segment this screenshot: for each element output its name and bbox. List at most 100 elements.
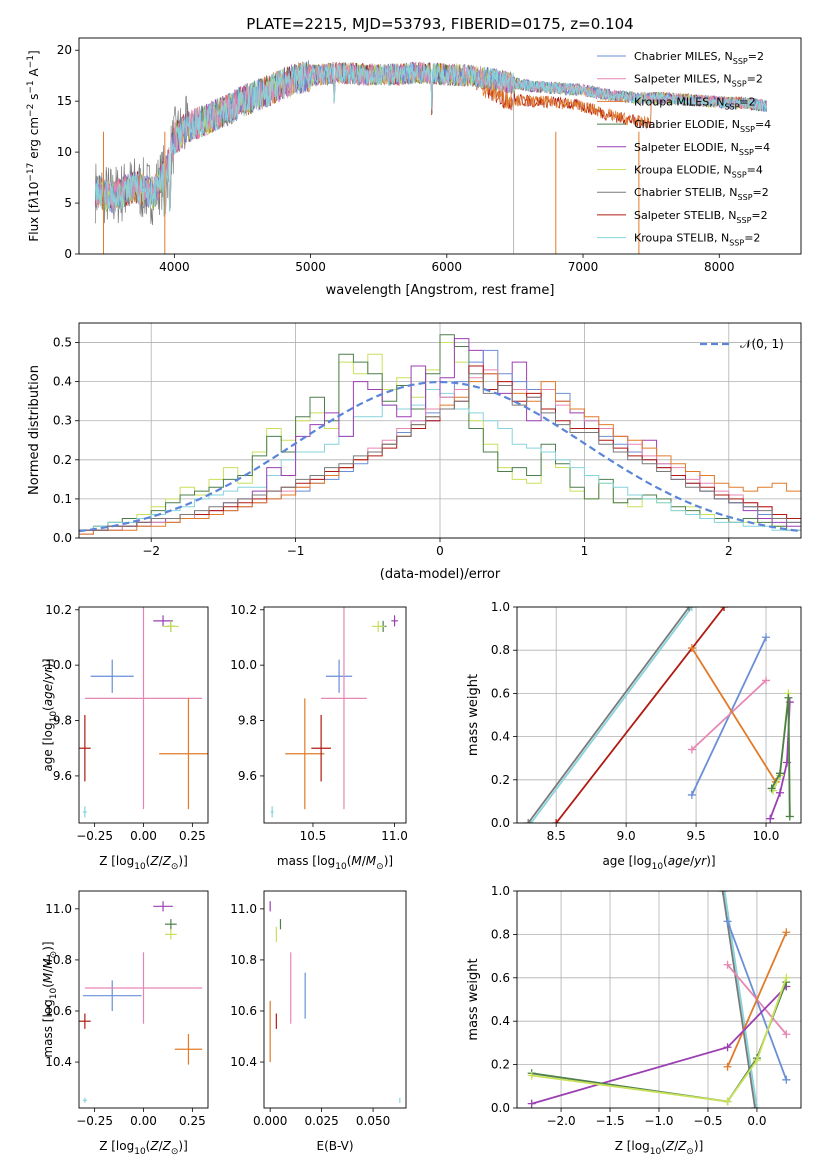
weight-marker [524,819,533,823]
weight-line-kroupa-stelib [530,607,693,823]
plot-area-mass_vs_ebv [269,901,401,1103]
axes-mass_vs_ebv: 0.000 0.025 0.050 10.4 10.6 10.8 11.0 E(B-V) [230,890,407,1153]
weight-marker [687,607,696,611]
legend-label: Chabrier STELIB, NSSP=2 [634,186,769,202]
y-tick-label: 5 [64,196,72,210]
axes-age_vs_mass: 10.5 11.0 9.6 9.8 10.0 10.2 mass [log10(M/M⊙)] [230,603,408,872]
y-tick-label: 9.8 [238,714,257,728]
x-axis-label: (data-model)/error [380,567,501,582]
legend-label: Salpeter MILES, NSSP=2 [634,73,763,89]
weight-marker [785,812,794,821]
x-tick-label: 0.25 [179,1114,206,1128]
x-tick-label: 6000 [432,260,463,274]
x-tick-label: −0.25 [76,829,113,843]
weight-marker [767,784,776,793]
legend-label: Salpeter ELODIE, NSSP=4 [634,141,770,157]
x-tick-label: −1.0 [644,1114,673,1128]
weight-marker [762,633,771,642]
x-tick-label: 0.050 [356,1114,390,1128]
y-tick-label: 10.8 [45,953,72,967]
legend-label: Salpeter STELIB, NSSP=2 [634,209,768,225]
weight-line-kroupa-miles [691,647,777,783]
y-tick-label: 10 [57,145,72,159]
y-tick-label: 10.2 [230,603,257,617]
weight-marker [720,607,729,611]
x-tick-label: 1 [581,544,589,558]
weight-marker [762,676,771,685]
x-tick-label: 10.0 [753,829,780,843]
axes-frame [78,322,802,539]
plot-area-weight_vs_Z [527,891,791,1108]
axes-weight_vs_Z: −2.0 −1.5 −1.0 −0.5 0.0 0.0 0.2 0.4 0.6 0.8 1.0 Z [… [466,884,802,1157]
y-axis-label: age [log10(age/yr)] [41,658,59,771]
y-tick-label: 10.8 [230,953,257,967]
weight-marker [552,819,561,823]
weight-marker [527,1071,536,1080]
y-tick-label: 0.8 [491,927,510,941]
weight-marker [723,960,732,969]
y-tick-label: 11.0 [45,902,72,916]
weight-marker [685,607,694,611]
x-tick-label: −0.25 [76,1114,113,1128]
x-axis-label: mass [log10(M/M⊙)] [277,854,393,872]
x-tick-label: 11.0 [381,829,408,843]
y-tick-label: 1.0 [491,600,510,614]
y-tick-label: 9.8 [53,714,72,728]
y-tick-label: 20 [57,43,72,57]
y-tick-label: 0.2 [53,453,72,467]
axes-mass_vs_Z: −0.25 0.00 0.25 10.4 10.6 10.8 11.0 Z [log10(Z/… [41,890,209,1157]
x-tick-label: 8000 [704,260,735,274]
y-tick-label: 10.6 [45,1004,72,1018]
x-tick-label: 0.0 [747,1114,766,1128]
y-tick-label: 0.0 [491,816,510,830]
x-tick-label: 0.000 [253,1114,287,1128]
legend-label: Chabrier MILES, NSSP=2 [634,50,764,66]
x-tick-label: 0 [436,544,444,558]
plot-area-mass_vs_Z [79,901,203,1103]
y-tick-label: 10.4 [230,1055,257,1069]
x-axis-label: Z [log10(Z/Z⊙)] [615,1139,704,1157]
weight-marker [723,917,732,926]
y-tick-label: 0.3 [53,414,72,428]
x-axis-label: Z [log10(Z/Z⊙)] [99,1139,188,1157]
axes-frame [516,606,802,824]
y-tick-label: 10.0 [45,658,72,672]
plot-area-weight_vs_age [524,607,794,823]
x-tick-label: −0.5 [693,1114,722,1128]
y-tick-label: 15 [57,94,72,108]
y-tick-label: 0.6 [491,971,510,985]
x-tick-label: 0.00 [130,1114,157,1128]
legend-label: Kroupa STELIB, NSSP=2 [634,232,760,248]
weight-marker [723,1043,732,1052]
x-axis-label: E(B-V) [316,1139,353,1153]
spectrum-line-kroupa-stelib [94,62,768,217]
chart-layer: 4000 5000 6000 7000 800005101520PLATE=2215, … [26,15,802,1157]
weight-marker [750,1104,759,1108]
weight-marker [752,1056,761,1065]
axes-frame [78,37,802,255]
axes-spectrum: 4000 5000 6000 7000 8000 0 5 10 15 20 PLATE=2215, … [26,15,802,298]
y-tick-label: 0.6 [491,686,510,700]
legend-label: Chabrier ELODIE, NSSP=4 [634,118,771,134]
axes-frame [78,890,209,1109]
weight-marker [776,769,785,778]
axes-frame [78,606,209,824]
x-axis-label: age [log10(age/yr)] [602,854,715,872]
weight-marker [782,1075,791,1084]
plot-area-spectrum [94,60,768,254]
legend-label: 𝒩(0, 1) [740,337,784,351]
weight-marker [752,1104,761,1108]
histogram-chabrier-stelib [79,373,801,531]
plot-area-age_vs_mass [270,607,398,818]
weight-marker [687,644,696,653]
y-tick-label: 0.8 [491,643,510,657]
y-tick-label: 9.6 [238,769,257,783]
weight-marker [687,790,696,799]
x-tick-label: 8.5 [547,829,566,843]
x-tick-label: −2.0 [546,1114,575,1128]
weight-marker [723,1097,732,1106]
weight-line-chabrier-stelib [527,607,690,823]
axes-residuals: −2 −1 0 1 2 0.0 0.1 0.2 0.3 0.4 0.5 (data-model)/er… [27,322,802,582]
y-tick-label: 0.0 [53,531,72,545]
y-axis-label: Flux [fλ10−17 erg cm−2 s−1 A−1] [26,50,41,241]
